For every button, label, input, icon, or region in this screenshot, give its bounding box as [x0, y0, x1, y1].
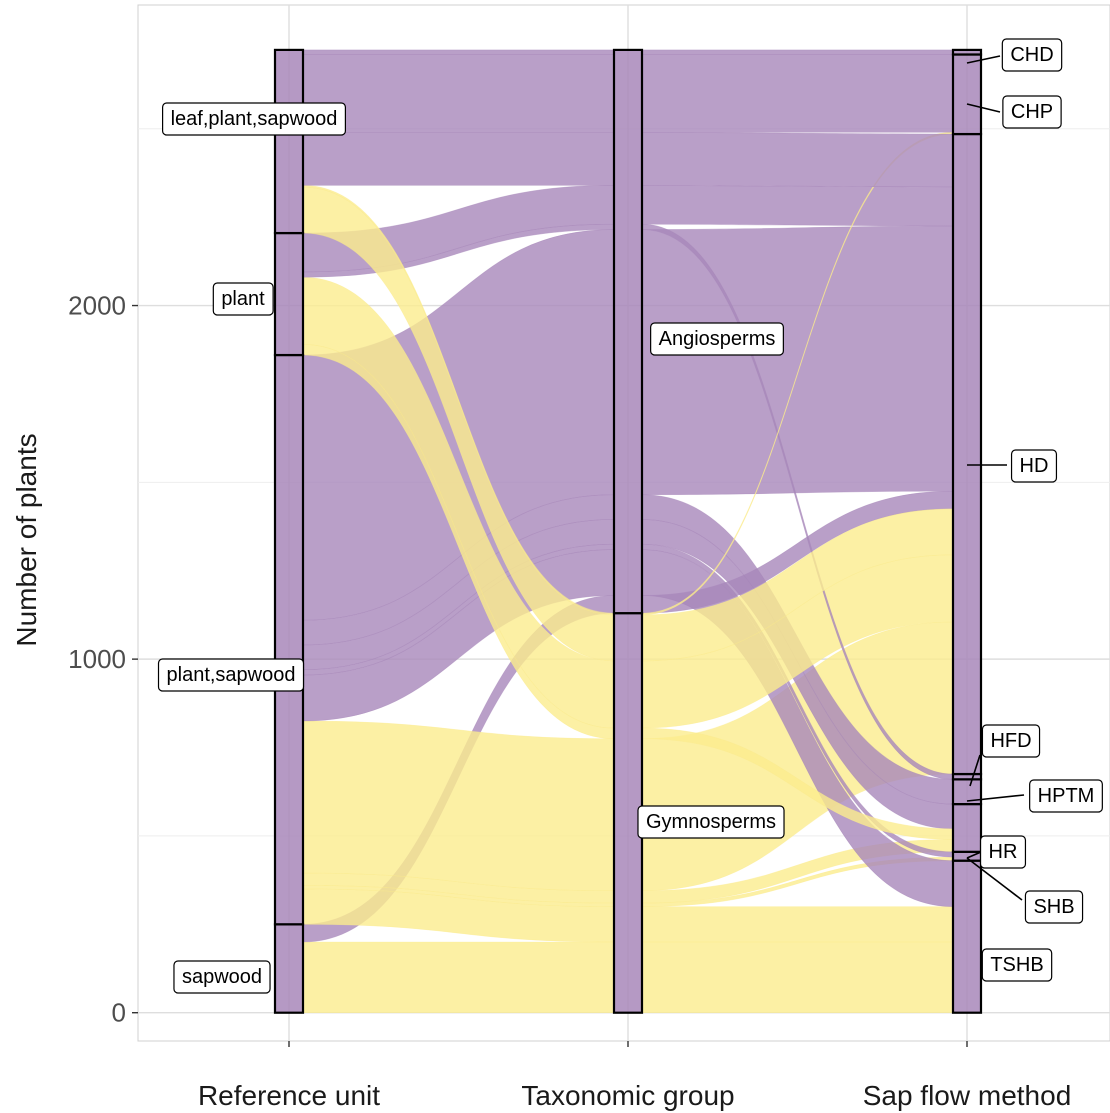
label-box-shb [1024, 890, 1084, 924]
stratum-plant [273, 231, 305, 357]
flow-angiosperms-to-chp [641, 54, 954, 133]
label-box-hptm [1029, 779, 1103, 813]
label-text-chp: CHP [1011, 101, 1053, 123]
x-axis: Reference unit Taxonomic group Sap flow me… [198, 1041, 1071, 1111]
flow-gymnosperms-to-tshb [641, 906, 954, 943]
label-chd: CHD [1001, 38, 1063, 72]
label-box-sapwood [173, 960, 271, 994]
stratum-plant-sapwood [273, 353, 305, 926]
label-box-hfd [981, 724, 1041, 758]
stratum-leaf-plant-sapwood [273, 48, 305, 235]
label-box-chp [1002, 95, 1062, 129]
label-text-hptm: HPTM [1038, 785, 1095, 807]
stratum-labels: sapwood plant,sapwood plant leaf,plant,sapw… [157, 38, 1103, 994]
stratum-sapwood [273, 923, 305, 1014]
label-box-angiosperms [650, 322, 784, 356]
label-box-hd [1010, 449, 1058, 483]
x-tick-label-taxonomic-group: Taxonomic group [521, 1080, 734, 1111]
label-hfd: HFD [981, 724, 1041, 758]
y-tick-label: 2000 [68, 291, 126, 321]
leader-chp [966, 103, 1001, 113]
label-shb: SHB [1024, 890, 1084, 924]
label-plant: plant [212, 282, 274, 316]
x-tick-label-sap-flow-method: Sap flow method [863, 1080, 1072, 1111]
y-tick-label: 0 [112, 998, 126, 1028]
flow-leaf-plant-sapwood-to-angiosperms [302, 131, 615, 186]
label-tshb: TSHB [981, 948, 1053, 982]
flow-angiosperms-to-hd [641, 185, 954, 227]
label-box-plant [212, 282, 274, 316]
stratum-chp [951, 53, 983, 136]
flow-gymnosperms-to-tshb [641, 941, 954, 1014]
leader-chd [966, 55, 1001, 64]
flow-angiosperms-to-chd [641, 49, 954, 55]
y-tick-label: 1000 [68, 644, 126, 674]
label-hr: HR [979, 835, 1027, 869]
label-text-leaf-plant-sapwood: leaf,plant,sapwood [171, 108, 338, 130]
leader-shb [966, 857, 1023, 901]
flow-sapwood-to-gymnosperms [302, 941, 615, 1014]
stratum-tshb [951, 859, 983, 1014]
label-text-tshb: TSHB [990, 954, 1043, 976]
stratum-hd [951, 132, 983, 776]
label-text-gymnosperms: Gymnosperms [646, 811, 776, 833]
label-gymnosperms: Gymnosperms [637, 805, 785, 839]
y-axis: 0 1000 2000 [68, 291, 138, 1028]
label-box-hr [979, 835, 1027, 869]
label-hd: HD [1010, 449, 1058, 483]
label-text-hr: HR [989, 841, 1018, 863]
flow-bands [302, 49, 954, 1014]
label-text-sapwood: sapwood [182, 966, 262, 988]
x-tick-label-reference-unit: Reference unit [198, 1080, 380, 1111]
label-hptm: HPTM [1029, 779, 1103, 813]
label-text-plant-sapwood: plant,sapwood [167, 664, 296, 686]
label-box-gymnosperms [637, 805, 785, 839]
label-leaf-plant-sapwood: leaf,plant,sapwood [162, 102, 346, 136]
label-chp: CHP [1002, 95, 1062, 129]
label-sapwood: sapwood [173, 960, 271, 994]
stratum-angiosperms [612, 48, 644, 615]
flow-angiosperms-to-hd [641, 225, 954, 496]
flow-angiosperms-to-hd [641, 131, 954, 188]
flow-leaf-plant-sapwood-to-angiosperms [302, 54, 615, 133]
label-text-plant: plant [221, 288, 265, 310]
label-text-chd: CHD [1010, 44, 1053, 66]
label-box-leaf-plant-sapwood [162, 102, 346, 136]
label-angiosperms: Angiosperms [650, 322, 784, 356]
strata-bars [273, 48, 983, 1014]
label-text-hd: HD [1020, 455, 1049, 477]
leader-hfd [969, 754, 981, 787]
leader-hptm [966, 794, 1025, 802]
y-axis-title: Number of plants [11, 433, 42, 646]
label-plant-sapwood: plant,sapwood [157, 658, 305, 692]
flow-leaf-plant-sapwood-to-angiosperms [302, 49, 615, 55]
leader-hr [966, 851, 982, 859]
label-text-angiosperms: Angiosperms [659, 328, 776, 350]
label-text-hfd: HFD [990, 730, 1031, 752]
stratum-hr [951, 802, 983, 853]
flow-plant-sapwood-to-gymnosperms [302, 720, 615, 892]
label-box-chd [1001, 38, 1063, 72]
label-box-plant-sapwood [157, 658, 305, 692]
label-text-shb: SHB [1033, 896, 1074, 918]
stratum-chd [951, 48, 983, 56]
label-box-tshb [981, 948, 1053, 982]
